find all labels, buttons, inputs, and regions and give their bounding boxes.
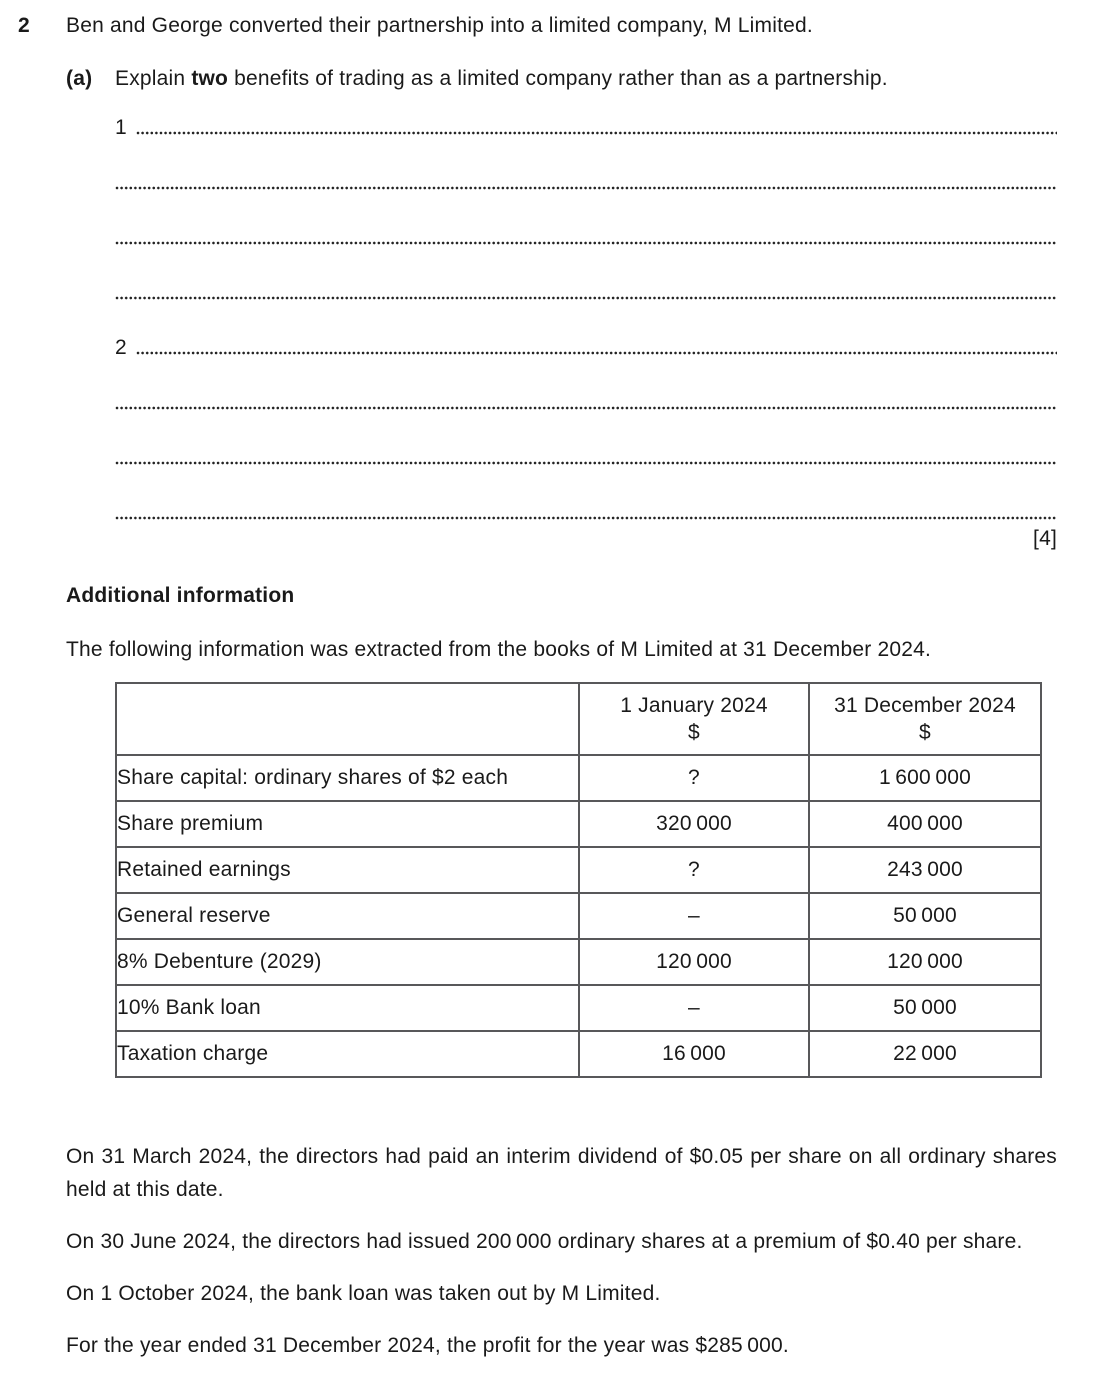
question-number: 2 [18,14,30,37]
table-row: Taxation charge 16 000 22 000 [115,1030,1042,1078]
row-label-cell: General reserve [115,892,580,940]
dotted-answer-line [115,186,1057,190]
note-paragraph: On 1 October 2024, the bank loan was tak… [66,1282,661,1305]
dotted-answer-line [115,516,1057,520]
note-paragraph: On 31 March 2024, the directors had paid… [66,1145,1057,1201]
question-header: 2 Ben and George converted their partner… [18,13,1057,39]
dotted-answer-line [115,406,1057,410]
dec-value-cell: 22 000 [808,1030,1042,1078]
answer-line [115,190,1057,245]
jan-value-cell: ? [578,846,810,894]
note-paragraph: On 30 June 2024, the directors had issue… [66,1230,1023,1253]
dotted-answer-line [135,351,1057,355]
dec-value-cell: 243 000 [808,846,1042,894]
answer-line [115,355,1057,410]
answer-line-1-start: 1 [115,92,1057,139]
header-jan-cell: 1 January 2024 $ [578,682,810,756]
answer-line [115,245,1057,300]
row-label-cell: Taxation charge [115,1030,580,1078]
jan-value-cell: 320 000 [578,800,810,848]
jan-value-cell: 16 000 [578,1030,810,1078]
answer-line-2-start: 2 [115,300,1057,359]
header-dec-title: 31 December 2024 [834,694,1016,717]
part-a-label: (a) [66,67,93,90]
dec-value-cell: 1 600 000 [808,754,1042,802]
answer-line [115,410,1057,465]
dotted-answer-line [115,296,1057,300]
header-empty-cell [115,682,580,756]
header-jan-unit: $ [688,721,700,744]
jan-value-cell: 120 000 [578,938,810,986]
table-row: 8% Debenture (2029) 120 000 120 000 [115,938,1042,986]
marks-badge: [4] [1033,527,1057,550]
row-label-cell: Share capital: ordinary shares of $2 eac… [115,754,580,802]
answer-number-1: 1 [115,116,127,139]
answer-number-2: 2 [115,336,127,359]
row-label-cell: 8% Debenture (2029) [115,938,580,986]
header-jan-title: 1 January 2024 [620,694,768,717]
table-row: Share premium 320 000 400 000 [115,800,1042,848]
table-row: Retained earnings ? 243 000 [115,846,1042,894]
header-dec-unit: $ [919,721,931,744]
notes-section: On 31 March 2024, the directors had paid… [66,1140,1057,1362]
answer-line [115,135,1057,190]
jan-value-cell: – [578,892,810,940]
dotted-answer-line [115,241,1057,245]
row-label-cell: 10% Bank loan [115,984,580,1032]
table-intro-text: The following information was extracted … [66,638,932,661]
table-row: General reserve – 50 000 [115,892,1042,940]
table-row: 10% Bank loan – 50 000 [115,984,1042,1032]
answer-line [115,465,1057,520]
dec-value-cell: 50 000 [808,984,1042,1032]
extracted-balances-table: 1 January 2024 $ 31 December 2024 $ Shar… [115,682,1042,1078]
row-label-cell: Retained earnings [115,846,580,894]
header-dec-cell: 31 December 2024 $ [808,682,1042,756]
emphasis-word: two [191,67,229,90]
additional-information-heading: Additional information [66,584,295,607]
dec-value-cell: 400 000 [808,800,1042,848]
dec-value-cell: 50 000 [808,892,1042,940]
dotted-answer-line [135,131,1057,135]
part-a-prompt: (a) Explain two benefits of trading as a… [66,66,1057,92]
answer-area-part-a: 1 2 [115,92,1057,520]
row-label-cell: Share premium [115,800,580,848]
jan-value-cell: – [578,984,810,1032]
dotted-answer-line [115,461,1057,465]
question-intro-text: Ben and George converted their partnersh… [66,14,813,37]
note-paragraph: For the year ended 31 December 2024, the… [66,1334,789,1357]
table-header-row: 1 January 2024 $ 31 December 2024 $ [115,682,1042,756]
table-row: Share capital: ordinary shares of $2 eac… [115,754,1042,802]
part-a-section: (a) Explain two benefits of trading as a… [66,66,1057,552]
part-a-question-text: Explain two benefits of trading as a lim… [115,67,888,90]
jan-value-cell: ? [578,754,810,802]
dec-value-cell: 120 000 [808,938,1042,986]
